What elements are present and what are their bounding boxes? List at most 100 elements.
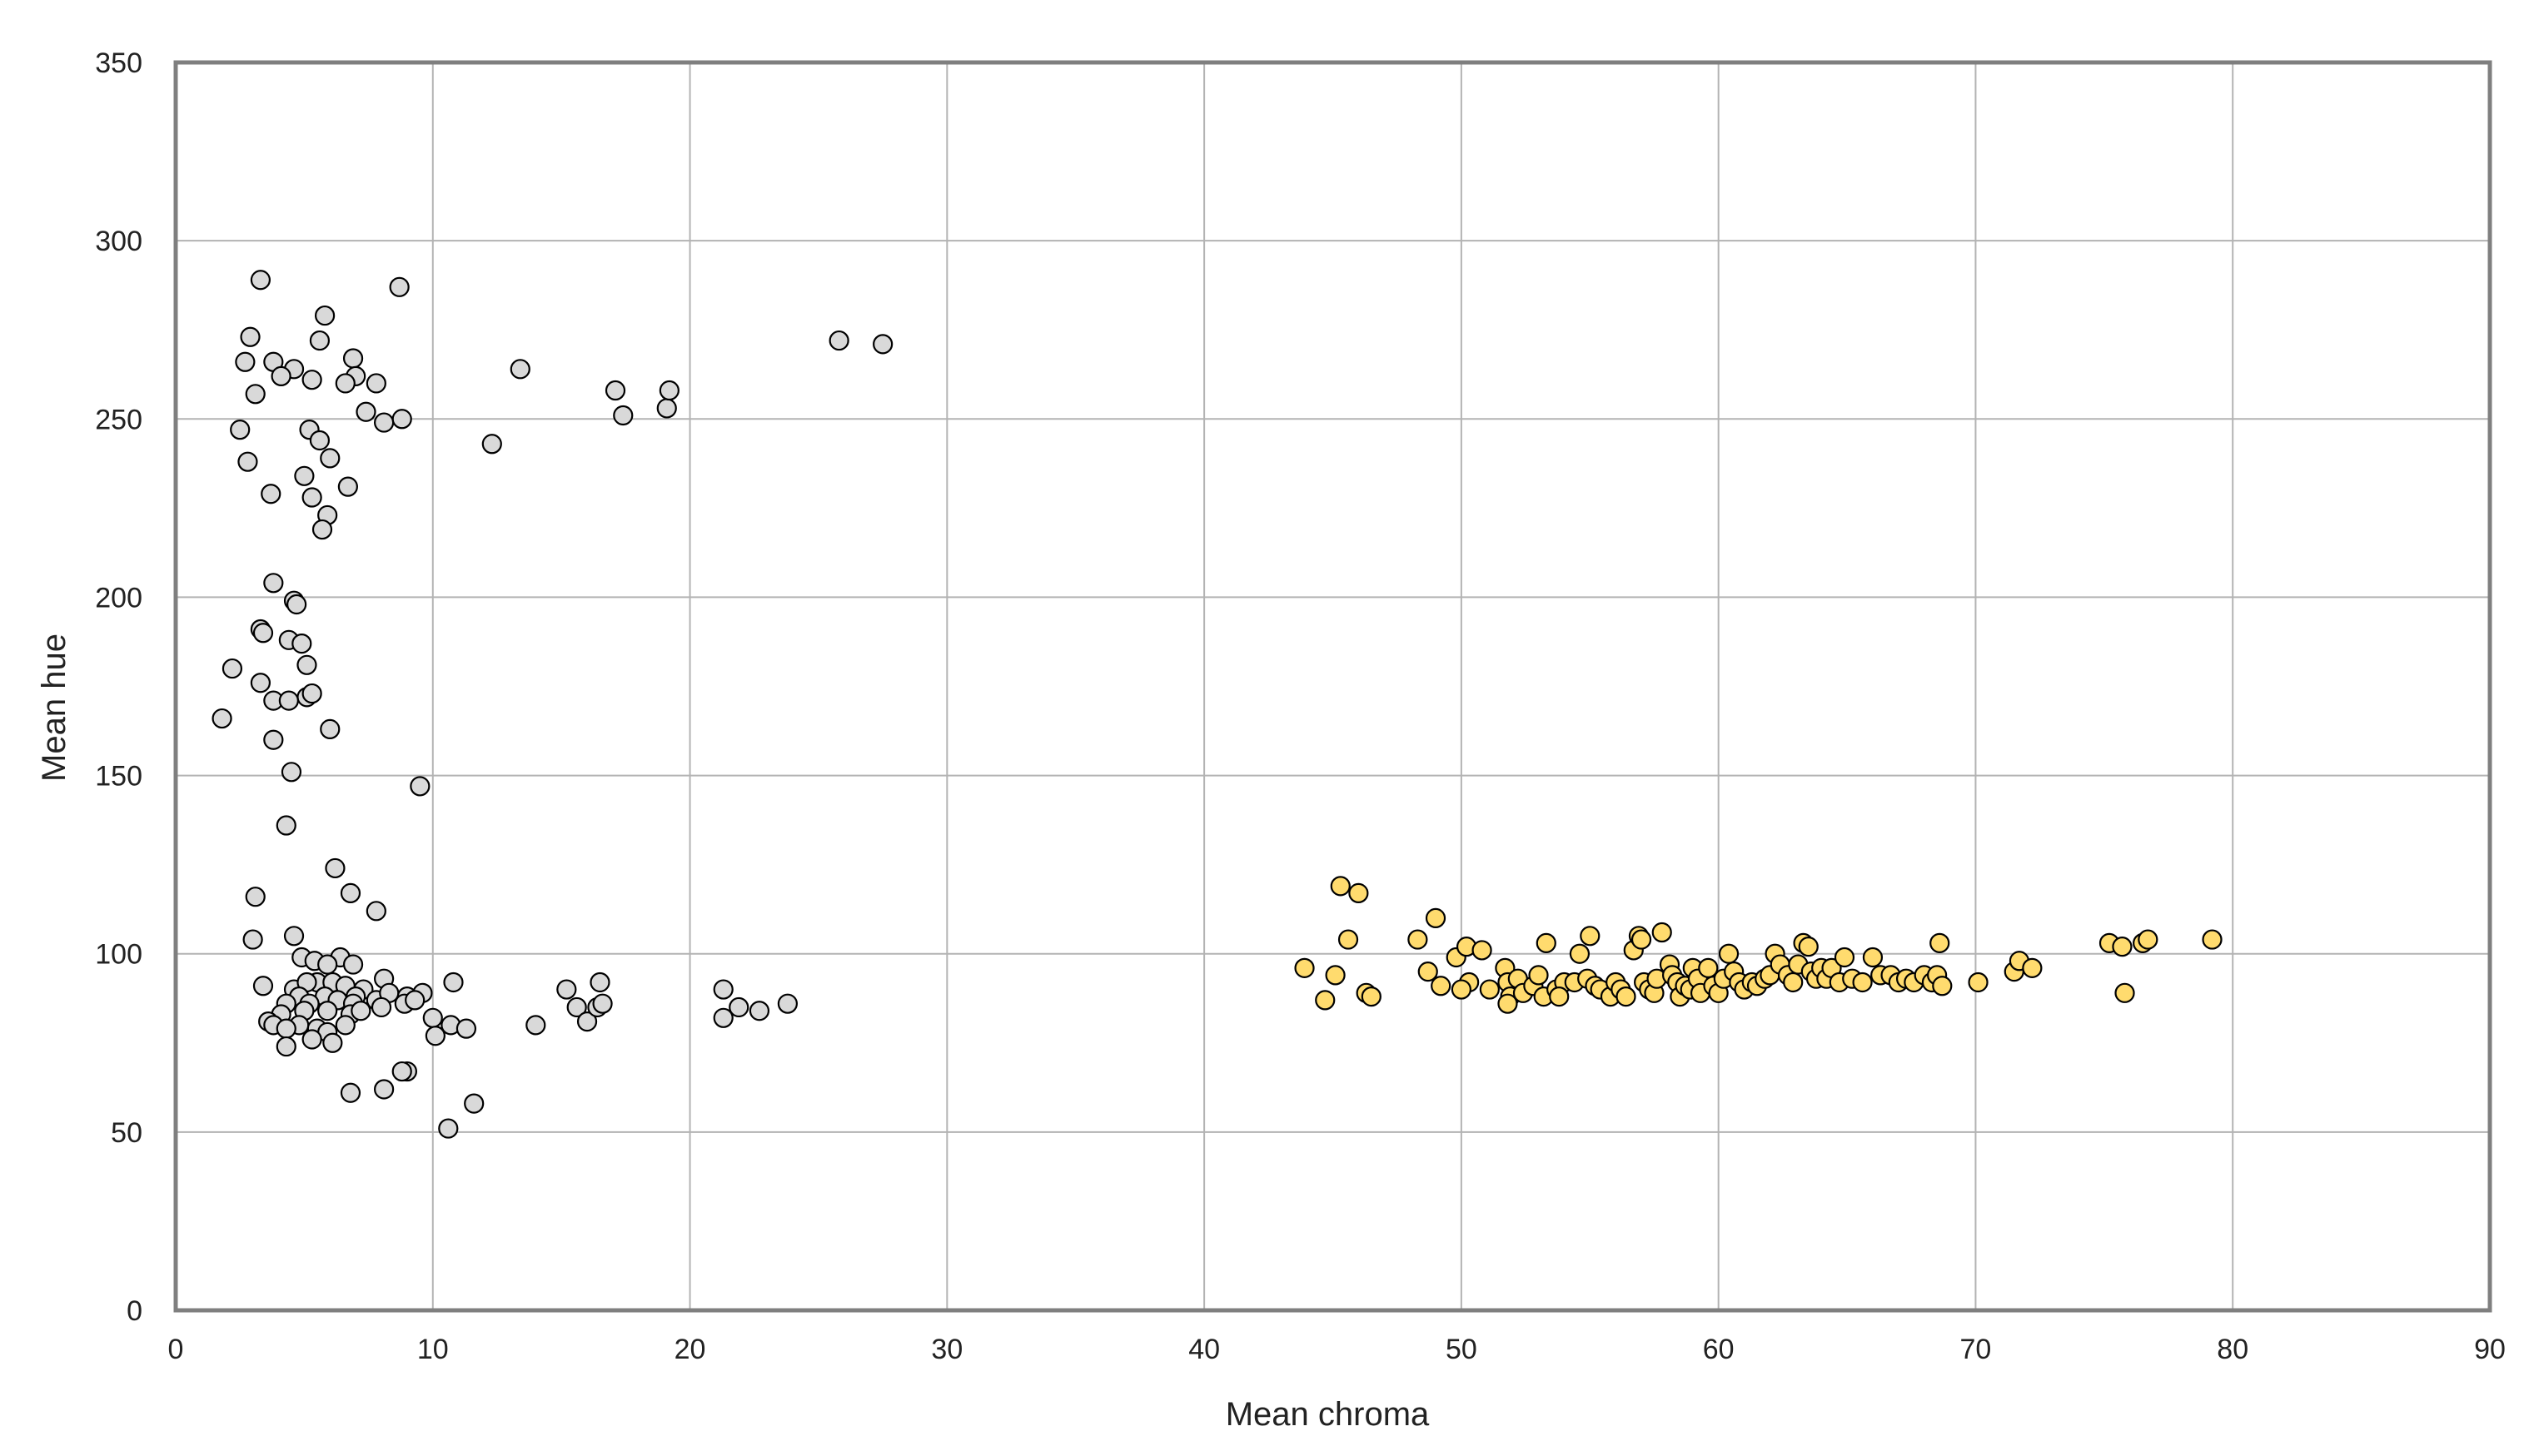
- data-point: [656, 398, 677, 419]
- data-point: [245, 384, 266, 405]
- data-point: [2138, 929, 2158, 950]
- data-point: [351, 1001, 371, 1021]
- x-tick-label: 70: [1960, 1334, 1992, 1365]
- y-tick-label: 250: [95, 404, 142, 435]
- y-tick-label: 200: [95, 582, 142, 614]
- data-point: [425, 1026, 446, 1046]
- data-point: [340, 1082, 361, 1103]
- data-point: [2202, 929, 2223, 950]
- data-point: [301, 370, 322, 390]
- data-point: [294, 465, 315, 486]
- data-point: [366, 901, 386, 922]
- data-point: [1615, 986, 1636, 1007]
- data-point: [222, 658, 243, 679]
- data-point: [1315, 990, 1336, 1011]
- data-point: [2022, 957, 2043, 978]
- data-point: [320, 448, 341, 469]
- data-point: [2114, 982, 2135, 1003]
- data-point: [317, 954, 338, 975]
- data-point: [309, 330, 331, 351]
- data-point: [286, 594, 307, 615]
- data-point: [276, 1036, 296, 1057]
- data-point: [240, 326, 261, 347]
- data-point: [510, 359, 530, 380]
- data-point: [592, 993, 613, 1014]
- data-point: [2112, 937, 2133, 957]
- data-point: [335, 1015, 356, 1036]
- data-point: [1569, 943, 1591, 964]
- data-point: [1425, 907, 1446, 928]
- gridlines: [176, 62, 2490, 1310]
- data-point: [296, 654, 317, 675]
- x-tick-label: 80: [2217, 1334, 2248, 1365]
- data-point: [389, 276, 410, 297]
- x-tick-label: 30: [931, 1334, 963, 1365]
- data-point: [261, 484, 281, 504]
- data-point: [1630, 929, 1652, 950]
- y-tick-label: 50: [111, 1117, 142, 1149]
- data-point: [371, 996, 392, 1018]
- data-point: [613, 405, 634, 426]
- data-point: [276, 815, 296, 836]
- data-point: [281, 762, 302, 783]
- data-point: [1718, 943, 1740, 964]
- data-point: [374, 1079, 395, 1100]
- data-point: [342, 348, 364, 369]
- y-tick-label: 350: [95, 47, 142, 79]
- data-point: [342, 954, 364, 975]
- data-point: [309, 430, 331, 451]
- data-point: [245, 887, 266, 907]
- data-point: [1294, 957, 1315, 978]
- data-point: [1968, 971, 1989, 993]
- data-point: [713, 979, 734, 1000]
- data-point: [283, 926, 305, 947]
- data-point: [829, 330, 849, 351]
- data-point: [1528, 965, 1549, 986]
- data-point: [1549, 986, 1570, 1007]
- data-point: [443, 971, 464, 993]
- data-point: [1330, 876, 1351, 897]
- data-point: [374, 412, 395, 433]
- data-point: [873, 334, 894, 355]
- data-point: [566, 996, 587, 1018]
- data-point: [237, 451, 258, 472]
- data-point: [1783, 971, 1804, 993]
- x-tick-label: 40: [1188, 1334, 1220, 1365]
- data-point: [1497, 993, 1518, 1014]
- data-point: [276, 1018, 296, 1039]
- data-point: [659, 380, 680, 401]
- data-point: [314, 305, 336, 326]
- data-point: [1417, 962, 1438, 982]
- data-point: [250, 673, 271, 693]
- data-point: [405, 990, 426, 1011]
- data-point: [278, 690, 299, 711]
- data-point: [590, 971, 610, 993]
- data-point: [713, 1007, 734, 1028]
- data-points: [212, 270, 2223, 1139]
- x-axis-title: Mean chroma: [1226, 1396, 1430, 1433]
- data-point: [605, 380, 626, 401]
- y-tick-label: 300: [95, 226, 142, 257]
- x-tick-label: 60: [1703, 1334, 1735, 1365]
- data-point: [1479, 979, 1500, 1000]
- data-point: [320, 718, 341, 739]
- data-point: [252, 623, 274, 644]
- data-point: [1451, 979, 1471, 1000]
- data-point: [1431, 976, 1451, 996]
- x-axis-tick-labels: 0 10 20 30 40 50 60 70 80 90: [168, 1334, 2506, 1365]
- data-point: [464, 1093, 485, 1114]
- data-point: [301, 1029, 322, 1050]
- data-point: [576, 1011, 598, 1032]
- data-point: [422, 1007, 443, 1028]
- x-tick-label: 10: [417, 1334, 449, 1365]
- data-point: [242, 929, 263, 950]
- x-tick-label: 50: [1446, 1334, 1477, 1365]
- y-axis-title: Mean hue: [36, 634, 72, 782]
- data-point: [356, 401, 376, 422]
- y-tick-label: 150: [95, 761, 142, 793]
- data-point: [1536, 932, 1556, 953]
- data-point: [1798, 937, 1819, 957]
- data-point: [1929, 932, 1950, 953]
